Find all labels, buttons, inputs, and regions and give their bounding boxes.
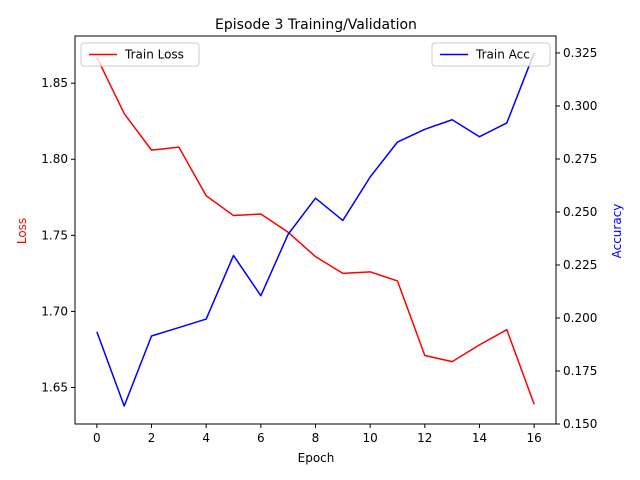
legend-box bbox=[431, 42, 551, 67]
x-tick-label: 10 bbox=[363, 431, 378, 445]
chart-title: Episode 3 Training/Validation bbox=[215, 17, 417, 33]
y-right-tick-label: 0.325 bbox=[563, 46, 597, 60]
y-right-tick-label: 0.225 bbox=[563, 258, 597, 272]
y-left-tick-label: 1.80 bbox=[41, 152, 68, 166]
legend-box bbox=[80, 42, 200, 67]
y-axis-right-title: Accuracy bbox=[610, 204, 624, 259]
x-tick-label: 6 bbox=[257, 431, 265, 445]
x-tick-label: 2 bbox=[148, 431, 156, 445]
legend-1: Train Acc bbox=[431, 42, 551, 67]
x-tick-label: 12 bbox=[417, 431, 432, 445]
series-line-1 bbox=[96, 52, 535, 407]
plot-frame bbox=[74, 35, 557, 425]
x-axis-title: Epoch bbox=[298, 451, 335, 465]
x-tick-label: 14 bbox=[472, 431, 487, 445]
legend-0: Train Loss bbox=[80, 42, 200, 67]
x-tick-label: 8 bbox=[312, 431, 320, 445]
y-right-tick-label: 0.275 bbox=[563, 152, 597, 166]
x-tick-label: 0 bbox=[93, 431, 101, 445]
series-line-0 bbox=[96, 56, 535, 405]
y-right-tick-label: 0.150 bbox=[563, 417, 597, 431]
y-left-tick-label: 1.70 bbox=[41, 304, 68, 318]
plot-area bbox=[96, 52, 535, 407]
y-right-tick-label: 0.175 bbox=[563, 364, 597, 378]
legend-label: Train Acc bbox=[475, 48, 530, 62]
y-left-tick-label: 1.65 bbox=[41, 380, 68, 394]
y-left-tick-label: 1.75 bbox=[41, 228, 68, 242]
legend-label: Train Loss bbox=[124, 48, 184, 62]
legends: Train Loss Train Acc bbox=[80, 42, 551, 67]
y-left-tick-label: 1.85 bbox=[41, 76, 68, 90]
y-right-tick-label: 0.250 bbox=[563, 205, 597, 219]
axes: 0 2 4 6 8 10 12 14 16 1.65 1.70 1.75 1.80 1.85 0.150 0.… bbox=[41, 46, 597, 445]
x-tick-label: 4 bbox=[202, 431, 210, 445]
y-axis-left-title: Loss bbox=[15, 218, 29, 244]
y-right-tick-label: 0.200 bbox=[563, 311, 597, 325]
x-tick-label: 16 bbox=[526, 431, 541, 445]
y-right-tick-label: 0.300 bbox=[563, 99, 597, 113]
